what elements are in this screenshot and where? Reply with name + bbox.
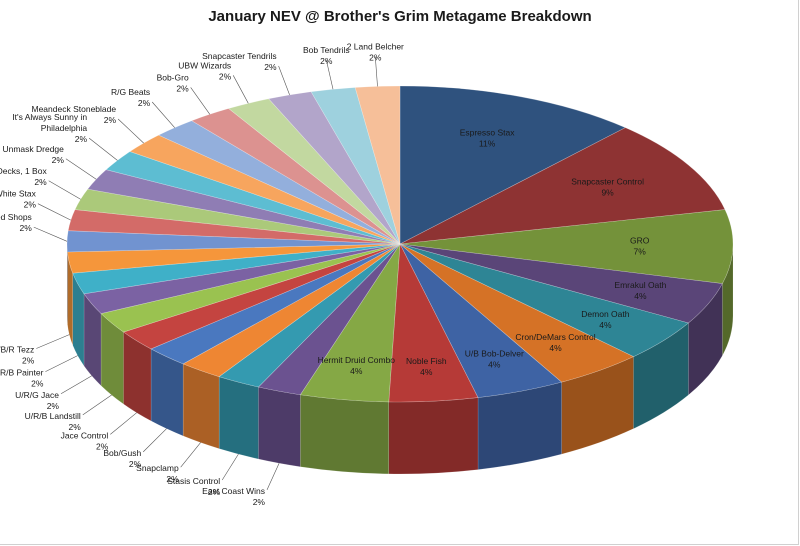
slice-espresso-stax <box>399 85 627 245</box>
slice-snapcaster-tendrils <box>268 91 401 245</box>
leader-line-u-r-b-painter <box>45 355 78 372</box>
leader-line-snapclamp <box>180 442 201 468</box>
slice-label-u-r-b-landstill: U/R/B Landstill 2% <box>25 411 82 432</box>
slice-label-jace-control: Jace Control 2% <box>61 430 109 451</box>
slice-gro <box>399 209 734 284</box>
slice-stasis-control <box>218 243 401 388</box>
pie-tops <box>66 85 734 403</box>
slice-label-it-s-always-sunny-in-philadelphia: It's Always Sunny in Philadelphia 2% <box>12 112 87 144</box>
slice-snapclamp <box>182 243 401 377</box>
slice-mono-red-shops <box>66 230 401 253</box>
slice-ubw-wizards <box>228 98 401 245</box>
slice-u-r-g-jace <box>83 243 401 314</box>
slice-label-bob-tendrils: Bob Tendrils 2% <box>303 45 350 66</box>
slice-label-emrakul-oath: Emrakul Oath 4% <box>614 280 666 301</box>
slice-side-snapclamp <box>182 363 220 449</box>
slice-label-u-b-bob-delver: U/B Bob-Delver 4% <box>465 348 524 369</box>
slice-label-ubw-wizards: UBW Wizards 2% <box>178 60 231 81</box>
leader-lines <box>33 56 378 491</box>
pie-sides <box>66 243 734 475</box>
leader-line-white-stax <box>37 203 71 221</box>
leader-line-meandeck-stoneblade <box>117 118 144 144</box>
slice-label-hermit-druid-combo: Hermit Druid Combo 4% <box>318 355 396 376</box>
slice-bob-gush <box>150 243 401 365</box>
leader-line-snapcaster-tendrils <box>278 65 290 96</box>
leader-line-u-r-g-jace <box>60 375 92 395</box>
leader-line-3-decks-1-box <box>48 180 81 200</box>
slice-side-noble-fish <box>388 397 479 475</box>
slice-label-snapcaster-control: Snapcaster Control 9% <box>571 177 644 198</box>
slice-it-s-always-sunny-in-philadelphia <box>105 151 401 245</box>
leader-line-u-b-r-tezz <box>36 334 70 349</box>
leader-line-bob-tendrils <box>326 59 334 90</box>
slice-meandeck-stoneblade <box>129 134 401 245</box>
slice-u-r-b-painter <box>72 243 401 295</box>
slice-u-r-b-landstill <box>100 243 401 333</box>
slice-label-espresso-stax: Espresso Stax 11% <box>460 128 516 149</box>
slice-label-bob-gro: Bob-Gro 2% <box>157 72 190 93</box>
leader-line-ubw-wizards <box>232 75 249 104</box>
slice-side-hermit-druid-combo <box>300 394 390 475</box>
leader-line-jace-control <box>110 412 137 435</box>
leader-line-u-r-b-landstill <box>82 394 112 416</box>
leader-line-mono-red-shops <box>33 226 68 242</box>
slice-label-demon-oath: Demon Oath 4% <box>581 309 629 330</box>
slice-3-decks-1-box <box>74 188 401 245</box>
slice-snapcaster-control <box>399 127 726 245</box>
slice-label-gro: GRO 7% <box>630 235 650 256</box>
slice-side-east-coast-wins <box>258 386 301 468</box>
leader-line-bob-gro <box>190 87 211 115</box>
slice-side-u-b-bob-delver <box>477 381 562 470</box>
slice-label-noble-fish: Noble Fish 4% <box>406 356 447 377</box>
slice-labels: Espresso Stax 11% Snapcaster Control 9% GRO 7… <box>0 42 667 507</box>
slice-hermit-druid-combo <box>299 242 401 403</box>
slice-label-stasis-control: Stasis Control 2% <box>167 476 220 497</box>
slice-cron-demars-control <box>399 243 635 383</box>
leader-line-bob-gush <box>142 428 167 453</box>
slice-bob-tendrils <box>310 87 401 245</box>
slice-side-stasis-control <box>218 376 259 460</box>
slice-label-u-r-g-jace: U/R/G Jace 2% <box>15 390 59 411</box>
slice-unmask-dredge <box>87 169 401 245</box>
slice-label-bob-gush: Bob/Gush 2% <box>103 448 141 469</box>
slice-east-coast-wins <box>257 243 401 396</box>
slice-label-r-g-beats: R/G Beats 2% <box>111 87 151 108</box>
leader-line-stasis-control <box>221 453 239 481</box>
slice-label-snapclamp: Snapclamp 2% <box>136 463 179 484</box>
slice-label-2-land-belcher: 2 Land Belcher 2% <box>347 42 404 63</box>
slice-jace-control <box>122 243 401 350</box>
slice-u-b-r-tezz <box>67 243 401 274</box>
leader-line-unmask-dredge <box>65 158 97 180</box>
slice-label-meandeck-stoneblade: Meandeck Stoneblade 2% <box>32 104 117 125</box>
slice-demon-oath <box>399 243 690 357</box>
slice-label-snapcaster-tendrils: Snapcaster Tendrils 2% <box>202 51 277 72</box>
slice-noble-fish <box>388 242 479 403</box>
leader-line-east-coast-wins <box>266 463 280 491</box>
slice-label-cron-demars-control: Cron/DeMars Control 4% <box>515 332 595 353</box>
slice-label-unmask-dredge: Unmask Dredge 2% <box>2 144 64 165</box>
leader-line-2-land-belcher <box>375 56 378 87</box>
leader-line-it-s-always-sunny-in-philadelphia <box>88 137 118 161</box>
slice-u-b-bob-delver <box>399 243 563 398</box>
slice-white-stax <box>67 209 401 245</box>
chart-title: January NEV @ Brother's Grim Metagame Br… <box>208 8 592 25</box>
leader-line-r-g-beats <box>151 101 175 128</box>
slice-emrakul-oath <box>399 243 723 324</box>
slice-label-east-coast-wins: East Coast Wins 2% <box>202 486 265 507</box>
